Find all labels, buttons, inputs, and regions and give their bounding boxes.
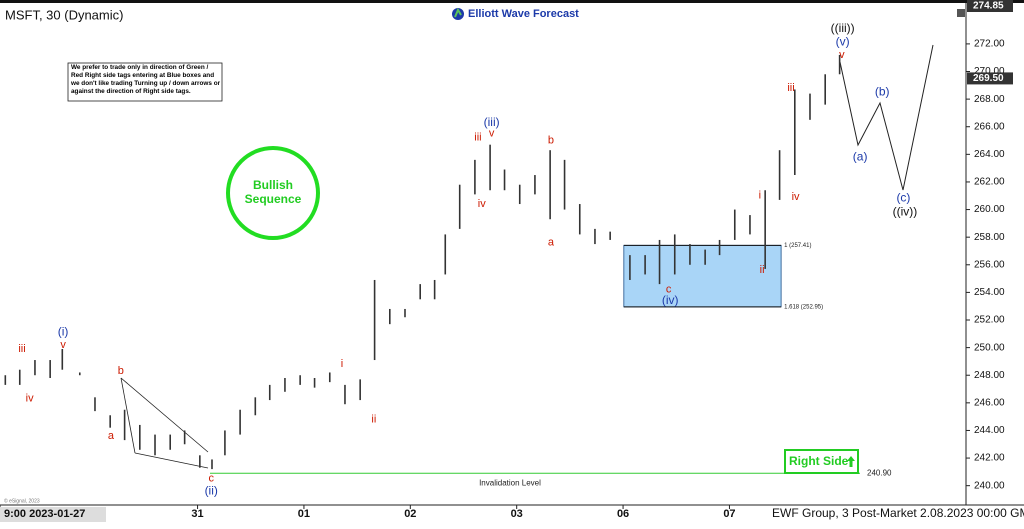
- price-label: 274.85: [973, 1, 1004, 12]
- box-level-label: 1 (257.41): [784, 243, 811, 249]
- wave-label: iv: [792, 191, 800, 203]
- note-container: We prefer to trade only in direction of …: [71, 64, 221, 95]
- wave-label: ii: [760, 264, 765, 276]
- wave-label: v: [489, 128, 495, 140]
- box-level-label: 1.618 (252.95): [784, 304, 823, 310]
- y-tick-label: 250.00: [974, 342, 1005, 353]
- copyright: © eSignal, 2023: [4, 497, 40, 504]
- settings-icon[interactable]: [957, 9, 965, 17]
- wave-label: (v): [836, 35, 850, 49]
- y-tick-label: 272.00: [974, 39, 1005, 50]
- y-tick-label: 266.00: [974, 121, 1005, 132]
- price-label-bg: [967, 72, 1013, 85]
- badge-line: Bullish: [253, 178, 293, 192]
- brand-name: Elliott Wave Forecast: [468, 8, 579, 20]
- right-side-label: Right Side: [789, 454, 849, 468]
- y-tick-label: 246.00: [974, 397, 1005, 408]
- badge-line: Sequence: [245, 192, 302, 206]
- wave-label: v: [839, 49, 845, 61]
- y-tick-label: 254.00: [974, 287, 1005, 298]
- x-tick-label: 07: [723, 508, 735, 520]
- price-label: 269.50: [973, 73, 1004, 84]
- wave-label: iii: [474, 132, 481, 144]
- blue-box: [623, 244, 782, 308]
- x-tick-label: 31: [191, 508, 203, 520]
- wave-label: (b): [875, 84, 890, 98]
- x-tick-label: 9:00 2023-01-27: [4, 508, 85, 520]
- trend-line: [120, 377, 209, 453]
- y-tick-label: 268.00: [974, 94, 1005, 105]
- wave-label: iv: [26, 393, 34, 405]
- wave-label: (i): [58, 325, 69, 339]
- x-tick-label: 06: [617, 508, 629, 520]
- x-tick-label-bg: [0, 507, 106, 522]
- y-tick-label: 244.00: [974, 425, 1005, 436]
- wave-label: c: [208, 473, 214, 485]
- wave-label: i: [341, 358, 343, 370]
- wave-label: iii: [18, 343, 25, 355]
- y-tick-label: 252.00: [974, 315, 1005, 326]
- invalidation-text: Invalidation Level: [479, 478, 541, 487]
- wave-label: iii: [787, 82, 794, 94]
- wave-label: iv: [478, 198, 486, 210]
- y-tick-label: 270.00: [974, 66, 1005, 77]
- wave-label: v: [60, 339, 66, 351]
- wave-label: b: [548, 134, 554, 146]
- wave-label: ((iii)): [831, 21, 855, 35]
- y-tick-label: 260.00: [974, 204, 1005, 215]
- note-text: We prefer to trade only in direction of …: [71, 64, 221, 95]
- right-side-box: [784, 449, 859, 474]
- trend-line: [134, 452, 209, 469]
- projection-path: [839, 44, 934, 191]
- y-tick-label: 242.00: [974, 453, 1005, 464]
- x-tick-label: 01: [298, 508, 310, 520]
- y-tick-label: 240.00: [974, 480, 1005, 491]
- wave-label: c: [666, 284, 672, 296]
- ending-diagonal: [120, 377, 209, 469]
- chart-title: MSFT, 30 (Dynamic): [5, 7, 123, 22]
- wave-label: ii: [371, 413, 376, 425]
- wave-label: (c): [896, 191, 910, 205]
- wave-label: ((iv)): [893, 204, 918, 218]
- logo-wave: [454, 7, 462, 18]
- invalidation-value: 240.90: [867, 468, 892, 477]
- brand-logo: Elliott Wave Forecast: [452, 7, 579, 20]
- y-tick-label: 256.00: [974, 259, 1005, 270]
- wave-label: b: [118, 365, 124, 377]
- footer: EWF Group, 3 Post-Market 2.08.2023 00:00…: [772, 506, 1024, 520]
- x-tick-label: 03: [511, 508, 523, 520]
- trend-line: [120, 377, 136, 454]
- up-arrow: [847, 456, 855, 467]
- top-bar: [0, 0, 1024, 3]
- y-tick-label: 264.00: [974, 149, 1005, 160]
- wave-label: (iii): [484, 115, 500, 129]
- note-box: [67, 62, 223, 102]
- badge-circle: [226, 146, 320, 240]
- y-tick-label: 248.00: [974, 370, 1005, 381]
- y-tick-label: 262.00: [974, 177, 1005, 188]
- wave-label: i: [759, 190, 761, 202]
- price-label-bg: [967, 0, 1013, 12]
- y-tick-label: 258.00: [974, 232, 1005, 243]
- wave-label: (iv): [662, 293, 679, 307]
- wave-label: (ii): [205, 483, 218, 497]
- x-tick-label: 02: [404, 508, 416, 520]
- wave-label: a: [548, 237, 555, 249]
- wave-label: (a): [853, 149, 868, 163]
- wave-label: a: [108, 430, 115, 442]
